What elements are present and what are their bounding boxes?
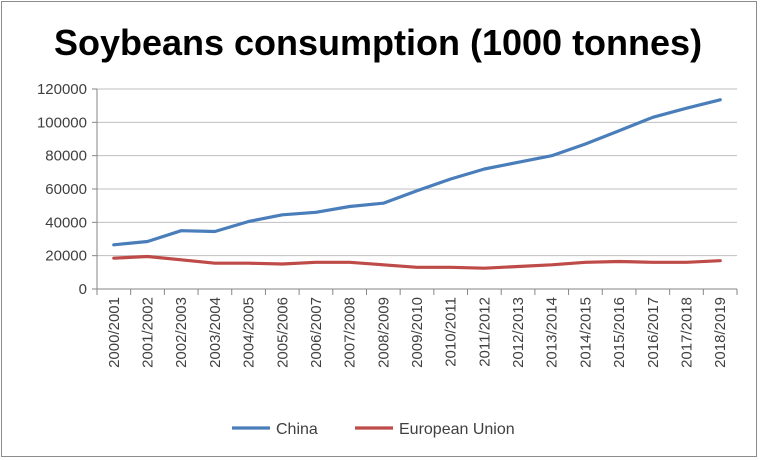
legend: China European Union xyxy=(232,421,515,438)
legend-label-european-union: European Union xyxy=(399,421,515,438)
x-tick-label: 2008/2009 xyxy=(375,297,392,368)
x-tick-label: 2014/2015 xyxy=(577,297,594,368)
y-tick-label: 60000 xyxy=(45,181,87,198)
x-tick-label: 2009/2010 xyxy=(409,297,426,368)
x-axis: 2000/2001 2001/2002 2002/2003 2003/2004 2004… xyxy=(96,89,738,368)
y-tick-label: 40000 xyxy=(45,214,87,231)
series-line-european-union xyxy=(112,254,722,270)
gridlines xyxy=(97,88,737,257)
x-tick-label: 2010/2011 xyxy=(443,297,460,367)
y-tick-label: 0 xyxy=(79,281,87,298)
chart-title: Soybeans consumption (1000 tonnes) xyxy=(54,22,702,63)
x-tick-label: 2011/2012 xyxy=(476,297,493,367)
y-tick-label: 120000 xyxy=(37,81,87,98)
y-tick-label: 80000 xyxy=(45,148,87,165)
x-tick-label: 2018/2019 xyxy=(712,297,729,368)
y-tick-label: 20000 xyxy=(45,248,87,265)
y-axis-ticks: 0 20000 40000 60000 80000 100000 120000 xyxy=(37,81,97,298)
x-tick-label: 2012/2013 xyxy=(510,297,527,368)
x-tick-label: 2016/2017 xyxy=(645,297,662,368)
x-tick-label: 2000/2001 xyxy=(106,297,123,368)
legend-label-china: China xyxy=(276,421,318,438)
series-line-china xyxy=(112,98,722,247)
series-lines xyxy=(112,98,722,270)
x-tick-label: 2001/2002 xyxy=(140,297,157,368)
x-tick-label: 2005/2006 xyxy=(274,297,291,368)
x-tick-label: 2004/2005 xyxy=(241,297,258,368)
y-tick-label: 100000 xyxy=(37,114,87,131)
x-tick-label: 2015/2016 xyxy=(611,297,628,368)
x-tick-label: 2002/2003 xyxy=(173,297,190,368)
x-tick-label: 2006/2007 xyxy=(308,297,325,368)
x-tick-label: 2003/2004 xyxy=(207,297,224,368)
x-tick-label: 2013/2014 xyxy=(544,297,561,368)
x-tick-label: 2017/2018 xyxy=(678,297,695,368)
x-tick-label: 2007/2008 xyxy=(342,297,359,368)
